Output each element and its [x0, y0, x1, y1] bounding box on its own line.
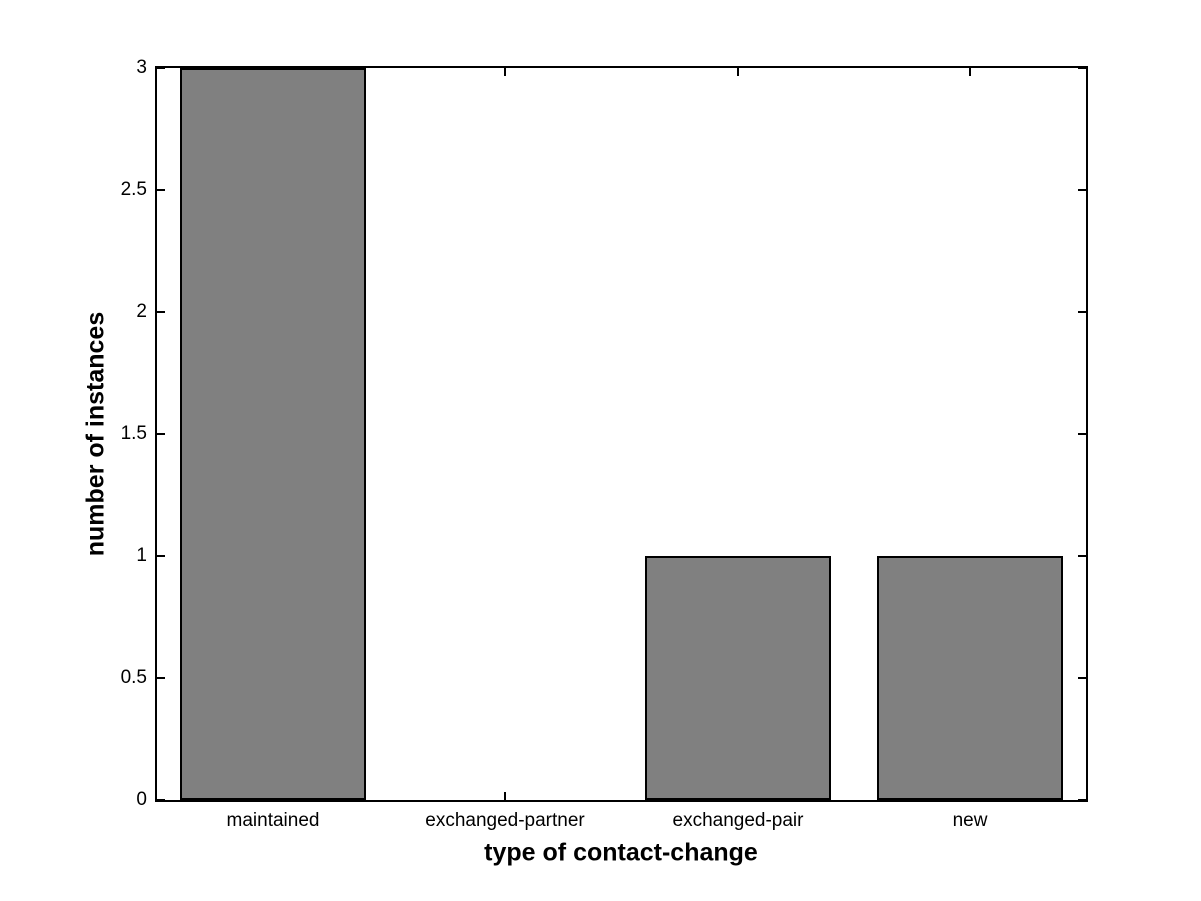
- y-tick-right: [1078, 189, 1086, 191]
- y-tick-label: 0: [136, 789, 147, 810]
- x-tick-label-new: new: [952, 810, 988, 831]
- y-tick-right: [1078, 67, 1086, 69]
- plot-area: [155, 66, 1088, 802]
- x-tick-label-exchanged-pair: exchanged-pair: [672, 810, 804, 831]
- y-tick-right: [1078, 677, 1086, 679]
- y-tick-left: [157, 311, 165, 313]
- y-tick-label: 2.5: [120, 179, 147, 200]
- y-tick-label: 1.5: [120, 423, 147, 444]
- y-tick-left: [157, 189, 165, 191]
- x-tick-top: [504, 68, 506, 76]
- bar-new: [876, 556, 1063, 800]
- x-tick-top: [969, 68, 971, 76]
- y-tick-right: [1078, 433, 1086, 435]
- y-tick-right: [1078, 311, 1086, 313]
- x-tick-bottom: [504, 792, 506, 800]
- y-tick-right: [1078, 555, 1086, 557]
- y-tick-left: [157, 799, 165, 801]
- y-tick-left: [157, 677, 165, 679]
- x-tick-label-exchanged-partner: exchanged-partner: [425, 810, 585, 831]
- x-tick-label-maintained: maintained: [226, 810, 320, 831]
- y-tick-right: [1078, 799, 1086, 801]
- y-tick-label: 1: [136, 545, 147, 566]
- y-tick-label: 3: [136, 57, 147, 78]
- y-tick-left: [157, 433, 165, 435]
- y-tick-label: 0.5: [120, 667, 147, 688]
- x-axis-title: type of contact-change: [484, 838, 758, 867]
- bar-exchanged-pair: [644, 556, 831, 800]
- y-tick-label: 2: [136, 301, 147, 322]
- x-tick-top: [737, 68, 739, 76]
- bar-maintained: [180, 68, 367, 800]
- y-axis-title: number of instances: [81, 311, 110, 557]
- y-tick-left: [157, 555, 165, 557]
- y-tick-left: [157, 67, 165, 69]
